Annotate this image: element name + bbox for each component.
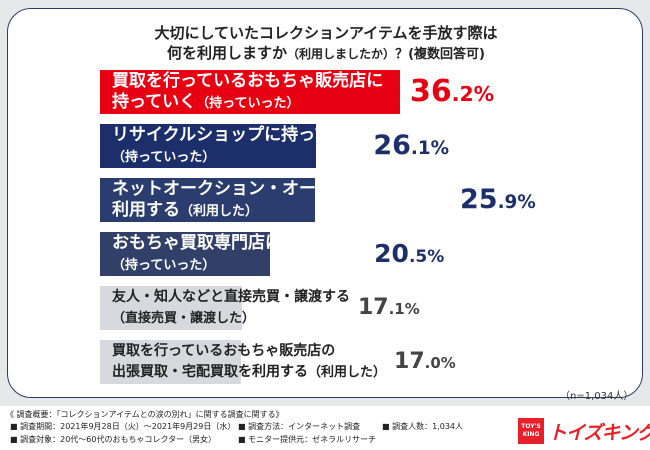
bar <box>100 70 400 114</box>
bar-label-line2: 持っていく（持っていった） <box>112 92 300 112</box>
survey-count: ■ 調査人数：1,034人 <box>382 422 464 431</box>
bar <box>100 178 315 222</box>
value-label: 17.1% <box>358 294 420 320</box>
title-note: （利用しましたか） <box>287 47 396 61</box>
title-tail: ？(複数回答可) <box>395 47 485 62</box>
survey-overview: 《 調査概要：「コレクションアイテムとの涙の別れ」に関する調査に関する》 <box>6 410 284 419</box>
value-label: 20.5% <box>374 239 445 268</box>
bar-label: 友人・知人などと直接売買・譲渡する （直接売買・譲渡した） <box>112 287 350 329</box>
bar-label-line2: （直接売買・譲渡した） <box>112 311 256 326</box>
title-question: 何を利用しますか <box>167 44 288 62</box>
toys-king-logo-mark: TOY'S KING <box>518 418 544 444</box>
survey-period: ■ 調査期間：2021年9月28日（火）～2021年9月29日（水） <box>10 422 236 431</box>
sample-size: （n=1,034人） <box>560 391 634 402</box>
bar <box>100 286 242 330</box>
title-line-1: 大切にしていたコレクションアイテムを手放す際は <box>154 24 498 42</box>
value-label: 36.2% <box>410 74 495 109</box>
bar-label-line1: 友人・知人などと直接売買・譲渡する <box>112 289 350 305</box>
value-label: 17.0% <box>394 348 456 374</box>
bar-label-line1: 買取を行っているおもちゃ販売店の <box>112 343 336 359</box>
title-line-2: 何を利用しますか（利用しましたか）？(複数回答可) <box>8 43 644 65</box>
bar-label: おもちゃ買取専門店に持っていく （持っていった） <box>112 233 366 276</box>
value-label: 25.9% <box>460 183 536 215</box>
bar-label: 買取を行っているおもちゃ販売店に 持っていく（持っていった） <box>112 71 383 114</box>
bar <box>100 124 317 168</box>
bar-label-line1: リサイクルショップに持っていく <box>112 125 366 145</box>
bar-label: 買取を行っているおもちゃ販売店の出張買取・宅配買取を利用する（利用した） <box>112 341 386 383</box>
survey-method: ■ 調査方法：インターネット調査 <box>238 422 361 431</box>
bar-label: ネットオークション・オークションアプリを 利用する（利用した） <box>112 179 452 222</box>
bar-label-line2: （持っていった） <box>112 150 216 165</box>
bar-label: リサイクルショップに持っていく （持っていった） <box>112 125 365 168</box>
bar-label-line1: 買取を行っているおもちゃ販売店に <box>112 71 384 91</box>
bar <box>100 340 241 384</box>
bar-label-line2: 利用する（利用した） <box>112 200 259 220</box>
bar <box>100 232 270 276</box>
bar-label-line1: おもちゃ買取専門店に持っていく <box>112 233 367 253</box>
value-label: 26.1% <box>373 129 450 161</box>
bar-label-line1: ネットオークション・オークションアプリを <box>112 179 452 199</box>
bar-label-line2: （持っていった） <box>112 258 216 273</box>
bar-label-line2: 出張買取・宅配買取を利用する（利用した） <box>112 364 387 380</box>
chart-title: 大切にしていたコレクションアイテムを手放す際は 何を利用しますか（利用しましたか… <box>8 23 644 65</box>
survey-provider: ■ モニター提供元：ゼネラルリサーチ <box>238 435 377 444</box>
survey-target: ■ 調査対象：20代～60代のおもちゃコレクター（男女） <box>10 435 217 444</box>
toys-king-logo-text: トイズキング <box>548 422 650 444</box>
